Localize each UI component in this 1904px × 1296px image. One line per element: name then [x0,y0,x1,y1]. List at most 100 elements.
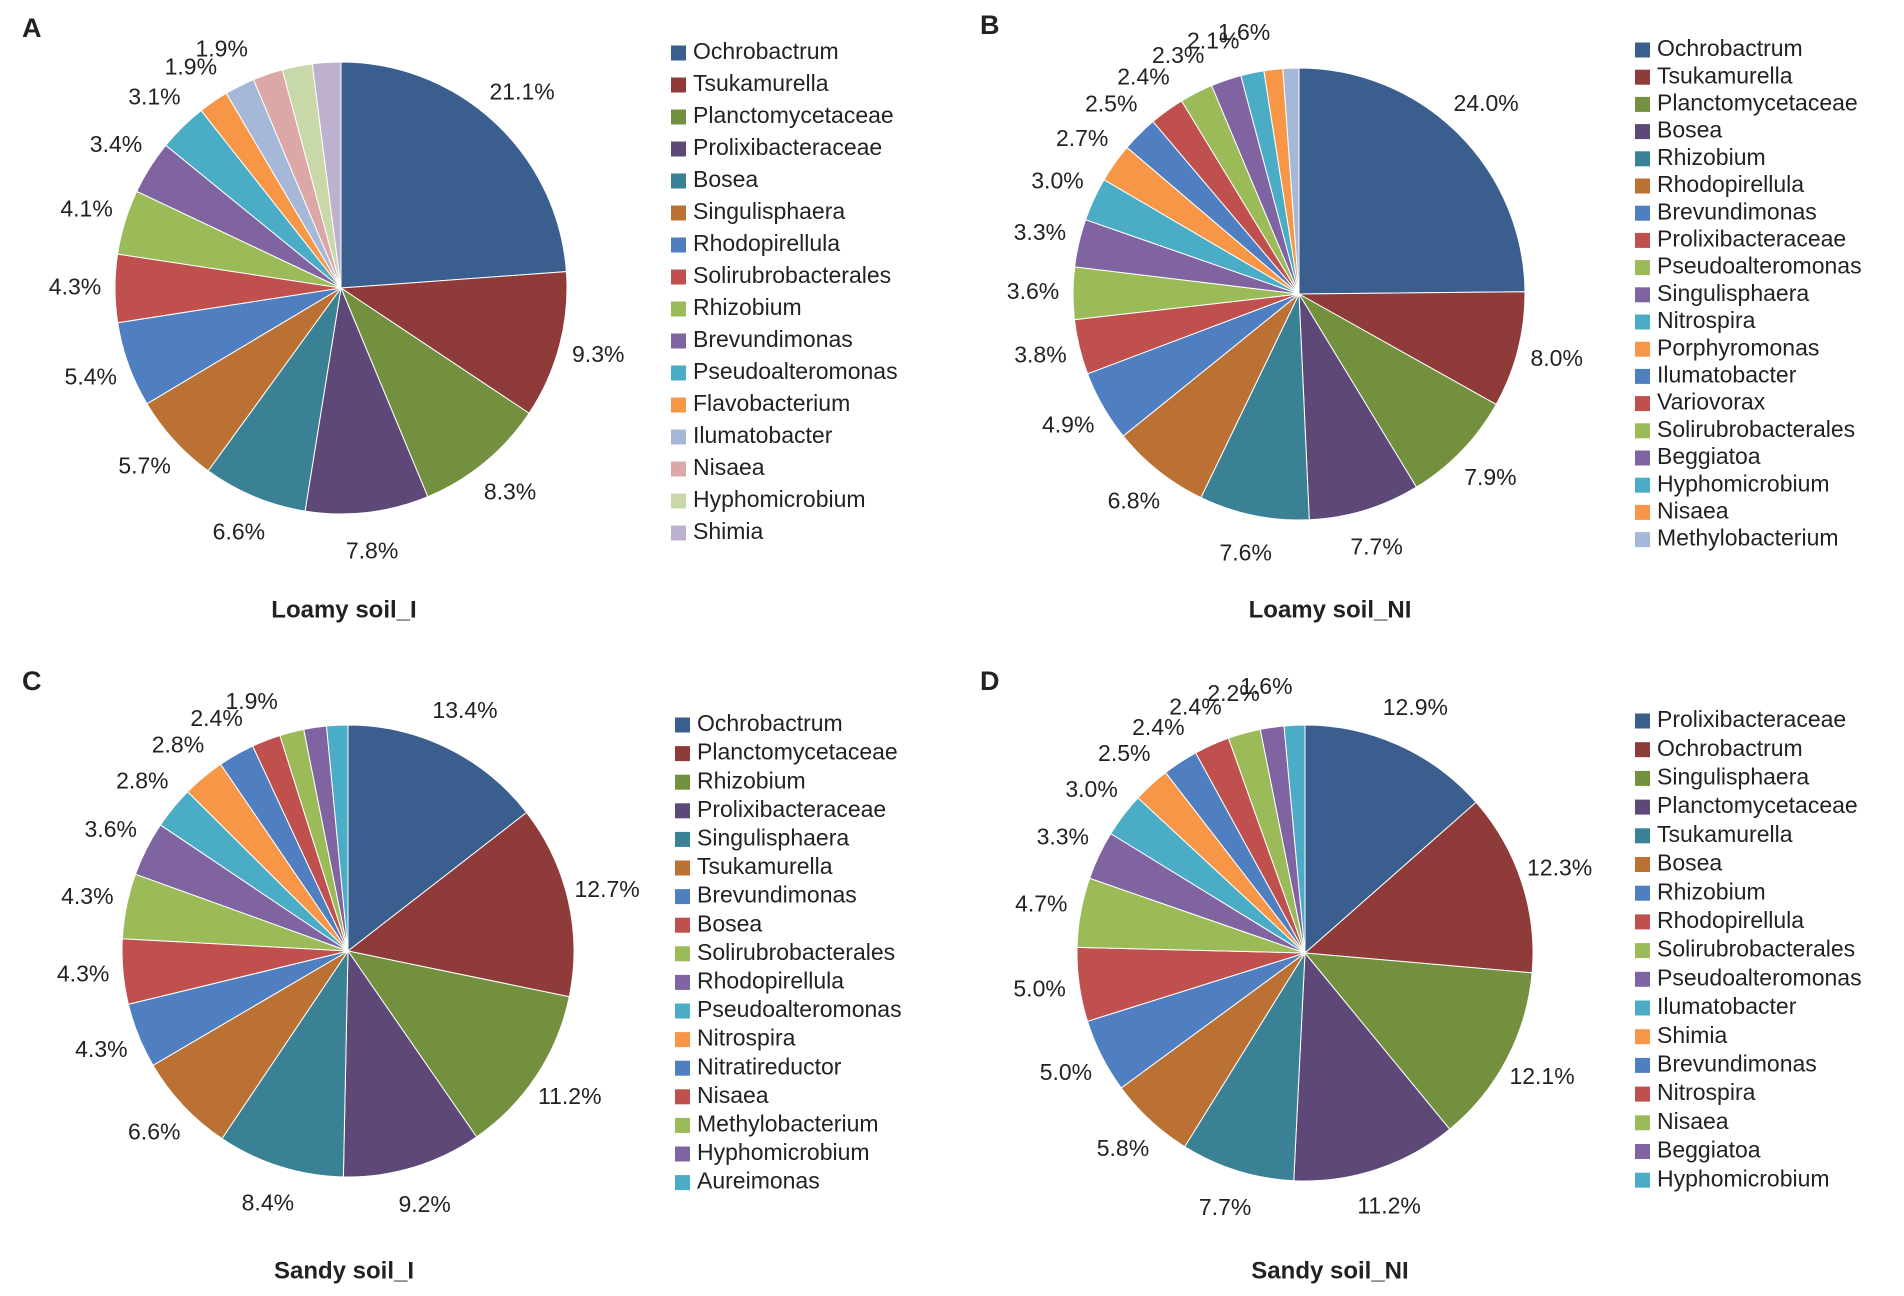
legend-swatch [675,1175,690,1191]
legend-swatch [675,1117,690,1133]
legend-label: Shimia [693,518,764,544]
legend-label: Beggiatoa [1657,1137,1761,1163]
legend-swatch [1635,287,1650,303]
data-label: 3.1% [128,83,180,109]
data-label: 3.3% [1014,219,1066,245]
legend-swatch [1635,770,1650,786]
data-label: 2.5% [1085,91,1137,117]
legend-swatch [675,774,690,790]
data-label: 5.4% [65,363,117,389]
legend-label: Pseudoalteromonas [693,358,898,384]
legend-label: Solirubrobacterales [697,939,895,965]
legend-swatch [1635,205,1650,221]
legend-label: Beggiatoa [1657,443,1761,469]
legend-swatch [671,205,686,221]
data-label: 2.8% [152,732,204,758]
legend-swatch [1635,1172,1650,1188]
data-label: 2.5% [1098,740,1150,766]
legend-swatch [1635,1144,1650,1159]
data-label: 2.4% [1169,693,1221,719]
legend-label: Nisaea [1657,497,1729,523]
legend-label: Bosea [693,166,758,192]
data-label: 2.2% [1207,680,1259,706]
pie-slice [346,950,570,1138]
legend-label: Solirubrobacterales [693,262,891,288]
panel-letter: C [22,666,42,696]
data-label: 9.3% [572,341,624,367]
chart-title: Sandy soil_I [274,1257,414,1284]
legend-swatch [1635,124,1650,140]
data-label: 8.0% [1530,345,1582,371]
pie-slice [221,949,349,1178]
legend-swatch [675,1060,690,1076]
pie-slice [1298,67,1526,295]
legend-swatch [1635,423,1650,439]
legend-label: Ilumatobacter [1657,361,1797,387]
legend-label: Solirubrobacterales [1657,416,1855,442]
legend-swatch [671,141,686,157]
legend-label: Tsukamurella [697,853,833,879]
data-label: 3.6% [1007,278,1059,304]
pie-slice [347,724,528,953]
legend-swatch [671,365,686,381]
pie-slice [342,949,478,1178]
legend-swatch [675,860,690,876]
data-label: 12.1% [1509,1063,1574,1089]
data-label: 4.3% [61,883,113,909]
legend-swatch [671,525,686,541]
legend-label: Ochrobactrum [1657,735,1803,761]
legend-swatch [671,333,686,349]
legend-label: Nitrospira [1657,1079,1756,1105]
legend-swatch [1635,1057,1650,1073]
legend-label: Pseudoalteromonas [1657,253,1862,279]
data-label: 1.9% [165,54,217,80]
data-label: 3.3% [1037,823,1089,849]
data-label: 9.2% [398,1191,450,1217]
legend-label: Singulisphaera [1657,763,1809,789]
legend-swatch [1635,368,1650,384]
data-label: 7.7% [1199,1194,1251,1220]
data-label: 2.7% [1056,125,1108,151]
legend-label: Rhodopirellula [1657,907,1804,933]
legend-label: Methylobacterium [1657,525,1839,551]
data-label: 24.0% [1454,90,1519,116]
data-label: 7.8% [346,537,398,563]
data-label: 1.6% [1240,673,1292,699]
legend-swatch [1635,857,1650,872]
data-label: 3.4% [90,131,142,157]
data-label: 6.8% [1108,488,1160,514]
legend-swatch [1635,943,1650,959]
legend-swatch [675,889,690,905]
pie-slice [325,724,349,952]
pie-slice [1303,952,1533,1130]
pie-slice [1200,293,1310,521]
legend-label: Bosea [1657,117,1722,143]
data-label: 5.7% [118,452,170,478]
data-label: 6.6% [213,519,265,545]
panel-letter: D [980,666,1000,696]
legend-label: Ochrobactrum [1657,35,1803,61]
chart-title: Loamy soil_I [271,596,416,623]
pie-slice [1293,951,1451,1182]
legend-swatch [675,1032,690,1048]
legend-swatch [1635,799,1650,815]
legend-label: Nitrospira [1657,307,1756,333]
legend-label: Rhizobium [1657,878,1766,904]
legend-label: Aureimonas [697,1168,820,1194]
legend-label: Prolixibacteraceae [697,796,886,822]
data-label: 5.0% [1013,975,1065,1001]
legend-label: Ilumatobacter [693,422,833,448]
data-label: 2.3% [1152,42,1204,68]
legend-label: Singulisphaera [1657,280,1809,306]
legend-swatch [675,717,690,733]
pie-slice [1283,724,1306,954]
legend-swatch [1635,341,1650,357]
legend-label: Ilumatobacter [1657,993,1797,1019]
legend-label: Planctomycetaceae [1657,792,1858,818]
legend-label: Flavobacterium [693,390,850,416]
legend-label: Prolixibacteraceae [1657,225,1846,251]
data-label: 4.3% [57,960,109,986]
legend-swatch [671,173,686,189]
legend-swatch [671,301,686,317]
data-label: 2.4% [1117,63,1169,89]
